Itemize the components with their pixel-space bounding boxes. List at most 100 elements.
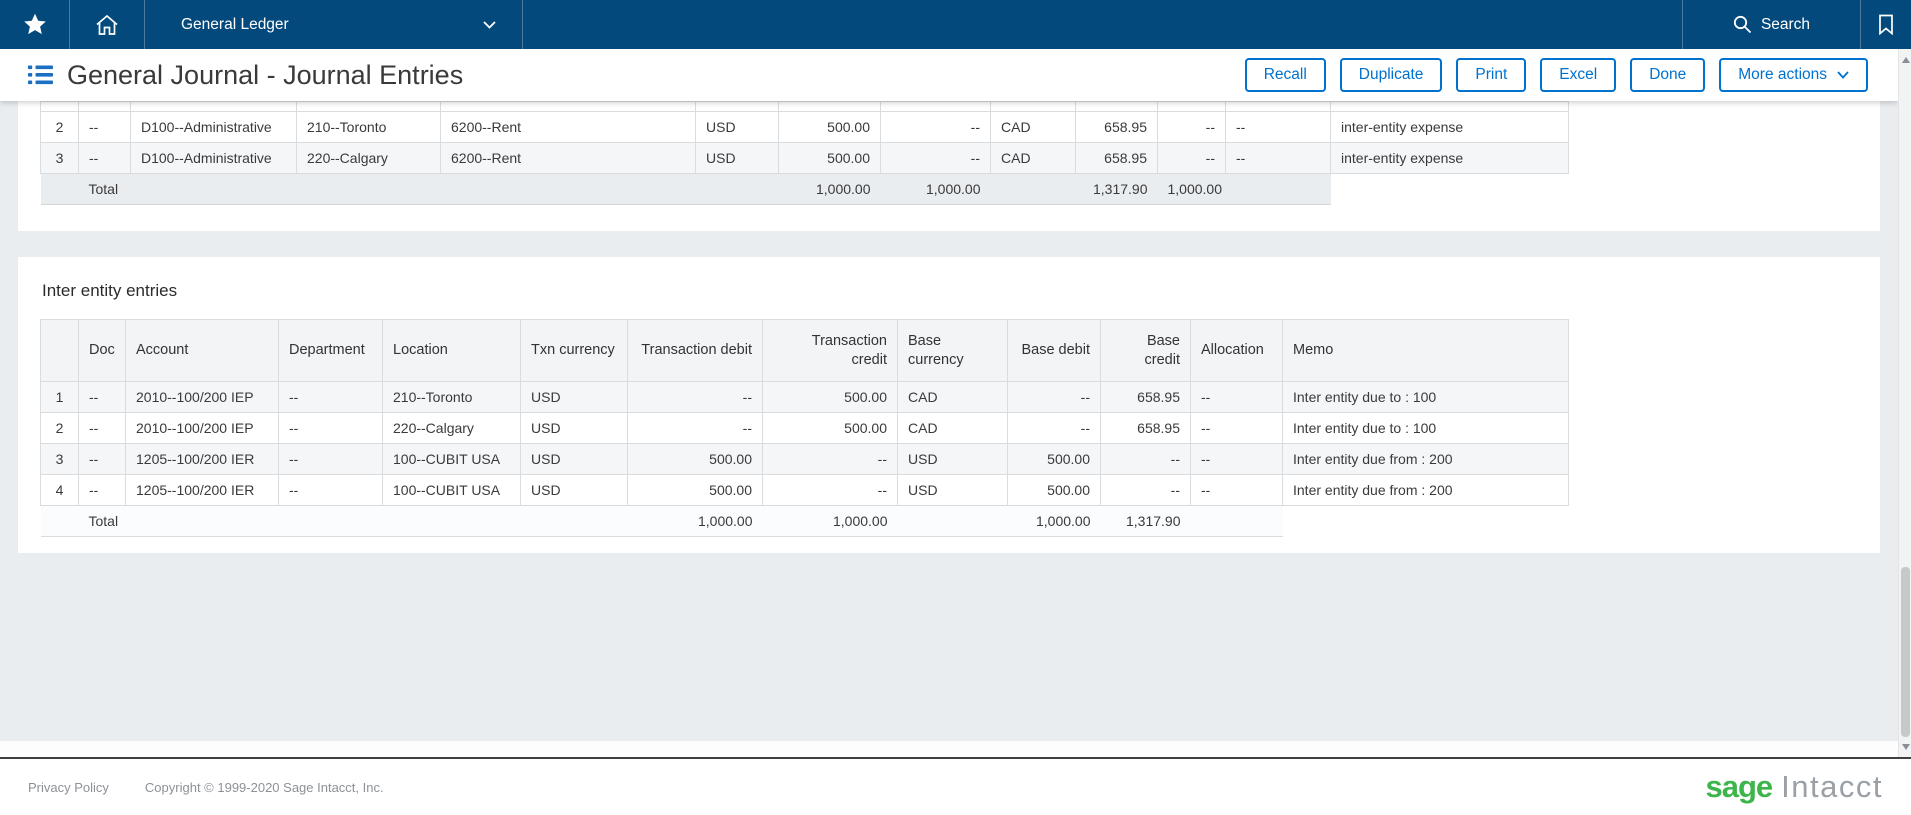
account-cell: 1205--100/200 IER xyxy=(125,474,279,506)
department-cell: -- xyxy=(278,443,383,475)
total-base-credit: 1,000.00 xyxy=(1157,173,1226,205)
memo-cell: Inter entity due from : 200 xyxy=(1282,474,1569,506)
base-credit-cell: -- xyxy=(1100,443,1191,475)
logo-sage-text: sage xyxy=(1705,769,1774,804)
allocation-cell: -- xyxy=(1190,443,1283,475)
col-header-base-credit: Base credit xyxy=(1100,319,1191,382)
content-end-strip xyxy=(0,741,1898,757)
home-button[interactable] xyxy=(70,0,144,49)
total-txn-credit: 1,000.00 xyxy=(880,173,991,205)
txn-currency-cell: USD xyxy=(520,381,628,413)
base-currency-cell: CAD xyxy=(897,381,1008,413)
doc-cell: -- xyxy=(78,142,131,174)
col-header-index xyxy=(40,319,79,382)
base-currency-cell: CAD xyxy=(897,412,1008,444)
txn-debit-cell: 500.00 xyxy=(778,111,881,143)
inter-entity-card: Inter entity entries Doc Account Departm… xyxy=(18,257,1880,553)
journal-row: 3 -- D100--Administrative 220--Calgary 6… xyxy=(40,142,1569,174)
row-number: 4 xyxy=(40,474,79,506)
col-header-memo: Memo xyxy=(1282,319,1569,382)
base-currency-cell: CAD xyxy=(990,142,1076,174)
inter-entity-row: 3 -- 1205--100/200 IER -- 100--CUBIT USA… xyxy=(40,443,1569,475)
done-button[interactable]: Done xyxy=(1630,58,1706,92)
doc-cell: -- xyxy=(78,111,131,143)
col-header-doc: Doc xyxy=(78,319,126,382)
col-header-allocation: Allocation xyxy=(1190,319,1283,382)
col-header-txn-credit: Transaction credit xyxy=(762,319,898,382)
partial-row xyxy=(40,101,1569,112)
txn-credit-cell: -- xyxy=(762,474,898,506)
search-button[interactable]: Search xyxy=(1683,0,1860,49)
txn-currency-cell: USD xyxy=(520,474,628,506)
inter-entity-total-row: Total 1,000.00 1,000.00 1,000.00 1,317.9… xyxy=(40,505,1569,537)
privacy-policy-link[interactable]: Privacy Policy xyxy=(28,779,109,795)
base-credit-cell: 658.95 xyxy=(1100,412,1191,444)
divider xyxy=(522,0,523,49)
txn-debit-cell: 500.00 xyxy=(627,443,763,475)
scroll-down-button[interactable] xyxy=(1899,739,1911,754)
chevron-down-icon xyxy=(483,20,496,29)
scrollbar-thumb[interactable] xyxy=(1901,567,1910,737)
account-cell: 2010--100/200 IEP xyxy=(125,412,279,444)
app-menu-dropdown[interactable]: General Ledger xyxy=(145,0,522,49)
total-txn-debit: 1,000.00 xyxy=(627,505,763,537)
department-cell: -- xyxy=(278,474,383,506)
col-header-department: Department xyxy=(278,319,383,382)
memo-cell: Inter entity due from : 200 xyxy=(1282,443,1569,475)
col-header-txn-currency: Txn currency xyxy=(520,319,628,382)
base-debit-cell: -- xyxy=(1007,381,1101,413)
base-debit-cell: 500.00 xyxy=(1007,474,1101,506)
col-header-base-currency: Base currency xyxy=(897,319,1008,382)
topbar-spacer xyxy=(523,0,1682,49)
col-header-base-debit: Base debit xyxy=(1007,319,1101,382)
account-cell: 2010--100/200 IEP xyxy=(125,381,279,413)
txn-debit-cell: -- xyxy=(627,412,763,444)
base-currency-cell: USD xyxy=(897,443,1008,475)
scroll-up-button[interactable] xyxy=(1899,52,1911,67)
excel-button[interactable]: Excel xyxy=(1540,58,1617,92)
logo-intacct-text: Intacct xyxy=(1781,769,1883,804)
base-credit-cell: -- xyxy=(1100,474,1191,506)
search-icon xyxy=(1733,15,1752,34)
txn-credit-cell: -- xyxy=(880,142,991,174)
base-credit-cell: -- xyxy=(1157,142,1226,174)
recall-button[interactable]: Recall xyxy=(1244,58,1326,92)
print-button[interactable]: Print xyxy=(1456,58,1527,92)
col-header-location: Location xyxy=(382,319,521,382)
txn-debit-cell: 500.00 xyxy=(627,474,763,506)
base-debit-cell: 500.00 xyxy=(1007,443,1101,475)
total-base-credit: 1,317.90 xyxy=(1100,505,1191,537)
journal-entries-table: 2 -- D100--Administrative 210--Toronto 6… xyxy=(40,101,1569,205)
total-txn-credit: 1,000.00 xyxy=(762,505,898,537)
allocation-cell: -- xyxy=(1225,111,1331,143)
journal-list-icon[interactable] xyxy=(28,65,53,85)
doc-cell: -- xyxy=(78,381,126,413)
inter-entity-header-row: Doc Account Department Location Txn curr… xyxy=(40,319,1569,382)
content-area: 2 -- D100--Administrative 210--Toronto 6… xyxy=(0,101,1898,757)
col-header-txn-debit: Transaction debit xyxy=(627,319,763,382)
location-cell: 210--Toronto xyxy=(296,111,441,143)
base-credit-cell: 658.95 xyxy=(1100,381,1191,413)
triangle-up-icon xyxy=(1901,56,1910,63)
account-cell: 6200--Rent xyxy=(440,111,696,143)
inter-entity-row: 4 -- 1205--100/200 IER -- 100--CUBIT USA… xyxy=(40,474,1569,506)
journal-entries-card: 2 -- D100--Administrative 210--Toronto 6… xyxy=(18,101,1880,231)
base-debit-cell: 658.95 xyxy=(1075,142,1158,174)
base-credit-cell: -- xyxy=(1157,111,1226,143)
duplicate-button[interactable]: Duplicate xyxy=(1339,58,1443,92)
memo-cell: inter-entity expense xyxy=(1330,142,1569,174)
doc-cell: -- xyxy=(78,474,126,506)
txn-debit-cell: -- xyxy=(627,381,763,413)
bookmark-button[interactable] xyxy=(1861,0,1911,49)
txn-debit-cell: 500.00 xyxy=(778,142,881,174)
total-base-debit: 1,000.00 xyxy=(1007,505,1101,537)
favorites-button[interactable] xyxy=(0,0,69,49)
doc-cell: -- xyxy=(78,443,126,475)
allocation-cell: -- xyxy=(1225,142,1331,174)
divider xyxy=(1860,0,1861,49)
more-actions-button[interactable]: More actions xyxy=(1719,58,1868,92)
txn-credit-cell: 500.00 xyxy=(762,381,898,413)
allocation-cell: -- xyxy=(1190,474,1283,506)
vertical-scrollbar[interactable] xyxy=(1898,49,1911,757)
triangle-down-icon xyxy=(1901,743,1910,750)
